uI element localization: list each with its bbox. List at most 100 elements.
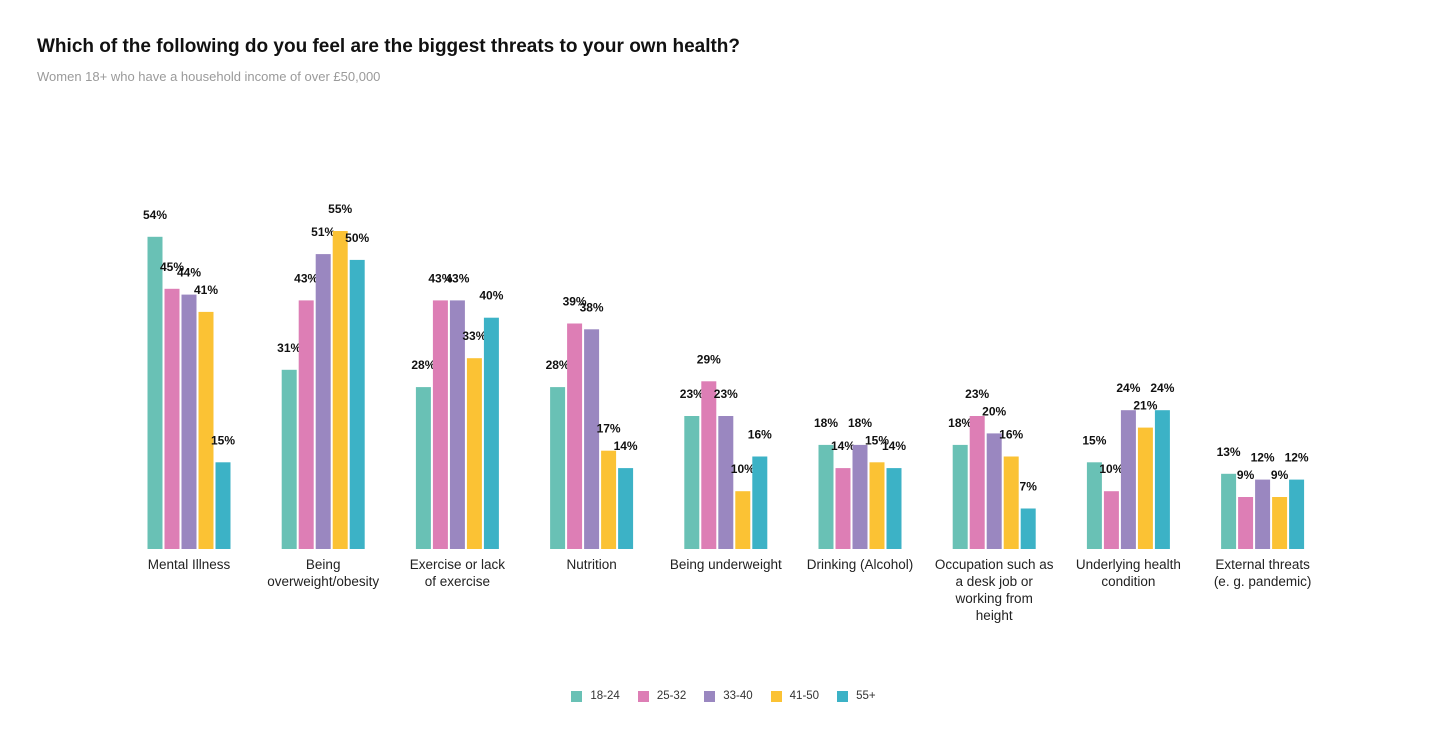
- bar-25-32-5: [701, 381, 717, 549]
- data-label: 31%: [277, 341, 301, 355]
- bar-41-50-1: [198, 311, 214, 549]
- data-label: 15%: [211, 433, 235, 447]
- data-label: 20%: [982, 404, 1006, 418]
- bar-41-50-5: [735, 491, 751, 549]
- data-label: 51%: [311, 225, 335, 239]
- bar-55+-4: [618, 468, 634, 549]
- data-label: 7%: [1020, 480, 1038, 494]
- category-label: Occupation such as a desk job or working f…: [935, 557, 1054, 623]
- data-label: 28%: [411, 358, 435, 372]
- data-label: 12%: [1251, 451, 1275, 465]
- category-label: Drinking (Alcohol): [807, 557, 914, 572]
- bar-33-40-6: [852, 444, 868, 549]
- bar-chart: 54% 45%44% 41% 15% Mental Illness 31% 43% 51% 55…: [143, 202, 1312, 623]
- data-label: 24%: [1116, 381, 1140, 395]
- data-label: 33%: [462, 329, 486, 343]
- data-label: 13%: [1217, 445, 1241, 459]
- bar-41-50-4: [601, 450, 617, 549]
- data-label: 9%: [1237, 468, 1255, 482]
- legend-item: 41-50: [770, 690, 819, 702]
- legend-swatch: [571, 690, 583, 702]
- data-label: 40%: [479, 289, 503, 303]
- bar-41-50-9: [1272, 497, 1288, 549]
- data-label: 10%: [1099, 462, 1123, 476]
- bar-55+-2: [349, 259, 365, 549]
- category-label: Underlying health condition: [1076, 557, 1181, 589]
- legend-label: 25-32: [656, 690, 687, 702]
- legend-label: 18-24: [590, 690, 620, 702]
- legend-item: 25-32: [637, 690, 687, 702]
- legend-label: 55+: [856, 690, 876, 702]
- data-label: 39%: [563, 295, 587, 309]
- category-label: Exercise or lack of exercise: [410, 557, 506, 589]
- legend-swatch: [770, 690, 782, 702]
- bar-55+-1: [215, 462, 231, 549]
- legend-swatch: [704, 690, 716, 702]
- chart-subtitle: Women 18+ who have a household income of…: [37, 69, 381, 84]
- bar-55+-3: [483, 317, 499, 549]
- data-label: 18%: [948, 416, 972, 430]
- legend-swatch: [837, 690, 849, 702]
- category-label: Being underweight: [670, 557, 782, 572]
- data-label: 15%: [865, 433, 889, 447]
- data-label: 10%: [731, 462, 755, 476]
- data-label: 43%: [294, 271, 318, 285]
- category-label: Nutrition: [566, 557, 616, 572]
- bar-33-40-9: [1255, 479, 1271, 549]
- bar-18-24-7: [952, 444, 968, 549]
- data-label: 16%: [748, 428, 772, 442]
- bar-18-24-8: [1086, 462, 1102, 549]
- data-label: 38%: [580, 300, 604, 314]
- bar-25-32-6: [835, 468, 851, 549]
- bar-55+-9: [1289, 479, 1305, 549]
- bar-18-24-6: [818, 444, 834, 549]
- data-label: 43%: [428, 271, 452, 285]
- bar-33-40-2: [315, 254, 331, 549]
- data-label: 50%: [345, 231, 369, 245]
- category-label: External threats (e. g. pandemic): [1214, 557, 1312, 589]
- data-label: 23%: [680, 387, 704, 401]
- bar-25-32-1: [164, 288, 180, 549]
- data-label: 28%: [546, 358, 570, 372]
- data-label: 14%: [882, 439, 906, 453]
- bar-18-24-2: [281, 369, 297, 549]
- bar-41-50-3: [466, 358, 482, 549]
- bar-41-50-2: [332, 231, 348, 549]
- legend-item: 33-40: [704, 690, 753, 702]
- data-label: 14%: [614, 439, 638, 453]
- bar-33-40-5: [718, 416, 734, 549]
- bar-33-40-7: [986, 433, 1002, 549]
- data-label: 14%: [831, 439, 855, 453]
- category-label: Being overweight/obesity: [267, 557, 379, 589]
- data-label: 21%: [1133, 399, 1157, 413]
- data-label: 54%: [143, 208, 167, 222]
- bar-25-32-8: [1103, 491, 1119, 549]
- bar-18-24-4: [550, 387, 566, 549]
- data-label: 41%: [194, 283, 218, 297]
- data-label: 23%: [714, 387, 738, 401]
- bar-25-32-3: [432, 300, 448, 549]
- bar-18-24-5: [684, 416, 700, 549]
- data-label: 45%: [160, 260, 184, 274]
- bar-25-32-2: [298, 300, 314, 549]
- data-label: 18%: [814, 416, 838, 430]
- bar-41-50-6: [869, 462, 885, 549]
- chart-legend: 18-24 25-32 33-40 41-50 55+: [0, 690, 1447, 702]
- data-label: 24%: [1150, 381, 1174, 395]
- bar-25-32-9: [1238, 497, 1254, 549]
- data-label: 43%: [445, 271, 469, 285]
- data-label: 9%: [1271, 468, 1289, 482]
- legend-item: 55+: [837, 690, 876, 702]
- data-label: 15%: [1082, 433, 1106, 447]
- bar-55+-8: [1154, 410, 1170, 549]
- legend-label: 33-40: [723, 690, 753, 702]
- bar-33-40-1: [181, 294, 197, 549]
- bar-55+-7: [1020, 508, 1036, 549]
- bar-18-24-3: [415, 387, 431, 549]
- data-label: 17%: [597, 422, 621, 436]
- data-label: 12%: [1285, 451, 1309, 465]
- legend-swatch: [637, 690, 649, 702]
- bar-55+-5: [752, 456, 768, 549]
- bar-25-32-4: [567, 323, 583, 549]
- legend-item: 18-24: [571, 690, 620, 702]
